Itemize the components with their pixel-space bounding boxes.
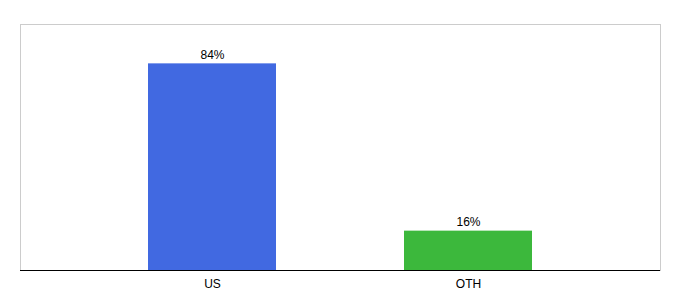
svg-text:16%: 16%	[456, 215, 480, 229]
svg-text:OTH: OTH	[456, 277, 481, 291]
svg-text:84%: 84%	[200, 48, 224, 62]
svg-text:US: US	[204, 277, 221, 291]
